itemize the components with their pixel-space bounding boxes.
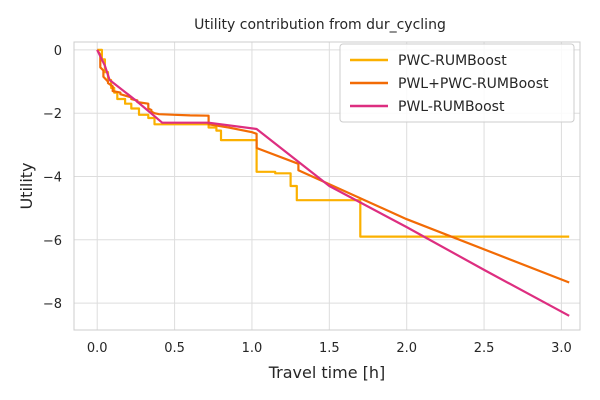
series-line-pwl-pwc-rumboost — [96, 49, 570, 284]
series-line-pwl-rumboost — [96, 49, 570, 317]
x-tick-label: 0.0 — [87, 341, 108, 356]
legend: PWC-RUMBoost PWL+PWC-RUMBoost PWL-RUMBoo… — [339, 43, 575, 123]
series-lines — [96, 48, 570, 317]
tick-labels: 0.0 0.5 1.0 1.5 2.0 2.5 3.0 0 −2 −4 −6 −8 — [43, 44, 572, 356]
plot-frame — [73, 41, 581, 331]
y-tick-label: −8 — [43, 297, 62, 312]
x-tick-label: 0.5 — [164, 341, 185, 356]
x-tick-label: 2.5 — [474, 341, 495, 356]
y-tick-label: 0 — [54, 44, 62, 59]
legend-label-pwl: PWL-RUMBoost — [398, 99, 505, 115]
y-axis-label: Utility — [17, 162, 36, 209]
y-tick-label: −2 — [43, 107, 62, 122]
x-tick-label: 1.0 — [242, 341, 263, 356]
chart-title: Utility contribution from dur_cycling — [194, 17, 446, 33]
legend-box — [339, 43, 575, 123]
x-tick-label: 3.0 — [551, 341, 572, 356]
x-tick-label: 2.0 — [396, 341, 417, 356]
legend-label-pwl-pwc: PWL+PWC-RUMBoost — [398, 76, 549, 92]
legend-label-pwc: PWC-RUMBoost — [398, 53, 507, 69]
x-tick-label: 1.5 — [319, 341, 340, 356]
y-tick-label: −4 — [43, 171, 62, 186]
y-tick-label: −6 — [43, 234, 62, 249]
x-axis-label: Travel time [h] — [268, 363, 386, 382]
